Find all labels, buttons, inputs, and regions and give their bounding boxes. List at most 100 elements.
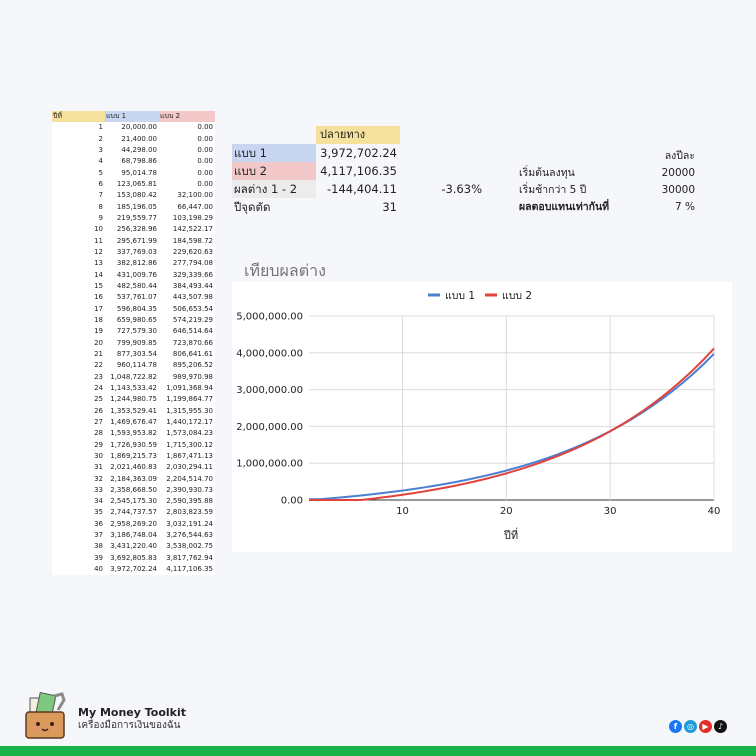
x-tick-label: 20 — [500, 506, 513, 517]
table-row: 5 95,014.78 0.00 — [52, 168, 215, 179]
plan2-cell: 0.00 — [197, 123, 213, 132]
plan2-cell: 384,493.44 — [172, 281, 213, 290]
plan2-cell: 443,507.98 — [172, 293, 213, 302]
year-cell: 34 — [94, 497, 103, 506]
plan1-cell: 337,769.03 — [116, 247, 157, 256]
table-body: 1 20,000.00 0.00 2 21,400.00 0.00 3 44,298.00 0.… — [52, 122, 215, 575]
plan1-cell: 1,869,215.73 — [110, 451, 157, 460]
year-cell: 1 — [98, 123, 103, 132]
plan2-cell: 0.00 — [197, 168, 213, 177]
plan1-cell: 3,692,805.83 — [110, 553, 157, 562]
plan1-cell: 1,469,676.47 — [110, 417, 157, 426]
year-cell: 39 — [94, 553, 103, 562]
year-cell: 36 — [94, 519, 103, 528]
chart-background — [232, 282, 732, 552]
year-cell: 29 — [94, 440, 103, 449]
plan1-cell: 799,909.85 — [116, 338, 157, 347]
y-tick-label: 2,000,000.00 — [236, 422, 303, 433]
plan1-cell: 219,559.77 — [116, 213, 157, 222]
footer-accent-bar — [0, 746, 756, 756]
plan2-value: 4,117,106.35 — [320, 164, 397, 178]
youtube-icon[interactable]: ▶ — [699, 720, 712, 733]
table-row: 16 537,761.07 443,507.98 — [52, 292, 215, 303]
year-cell: 31 — [94, 463, 103, 472]
table-row: 11 295,671.99 184,598.72 — [52, 236, 215, 247]
chart-title: เทียบผลต่าง — [244, 261, 326, 280]
year-cell: 16 — [94, 293, 103, 302]
return-rate-value: 7 % — [675, 201, 695, 213]
plan1-cell: 2,021,460.83 — [110, 463, 157, 472]
plan2-cell: 4,117,106.35 — [166, 565, 213, 574]
table-row: 30 1,869,215.73 1,867,471.13 — [52, 451, 215, 462]
year-cell: 35 — [94, 508, 103, 517]
year-cell: 38 — [94, 542, 103, 551]
year-cell: 8 — [98, 202, 103, 211]
table-row: 28 1,593,953.82 1,573,084.23 — [52, 428, 215, 439]
year-cell: 4 — [98, 157, 103, 166]
plan2-cell: 1,715,300.12 — [166, 440, 213, 449]
plan2-cell: 3,276,544.63 — [166, 531, 213, 540]
table-row: 40 3,972,702.24 4,117,106.35 — [52, 564, 215, 575]
plan1-cell: 123,065.81 — [116, 179, 157, 188]
table-row: 9 219,559.77 103,198.29 — [52, 213, 215, 224]
table-row: 4 68,798.86 0.00 — [52, 156, 215, 167]
facebook-icon[interactable]: f — [669, 720, 682, 733]
y-tick-label: 4,000,000.00 — [236, 348, 303, 359]
plan1-cell: 2,358,668.50 — [110, 485, 157, 494]
year-cell: 18 — [94, 315, 103, 324]
plan2-cell: 2,590,395.88 — [166, 497, 213, 506]
plan1-cell: 382,812.86 — [116, 259, 157, 268]
plan1-cell: 1,143,533.42 — [110, 383, 157, 392]
cutoff-label: ปีจุดตัด — [234, 200, 271, 214]
year-cell: 2 — [98, 134, 103, 143]
table-row: 7 153,080.42 32,100.00 — [52, 190, 215, 201]
year-cell: 32 — [94, 474, 103, 483]
comparison-line-chart: 0.00 1,000,000.00 2,000,000.00 3,000,000.00… — [232, 282, 732, 552]
table-row: 19 727,579.30 646,514.64 — [52, 326, 215, 337]
plan2-cell: 103,198.29 — [172, 213, 213, 222]
series-line-plan-2 — [309, 347, 715, 501]
plan2-cell: 3,032,191.24 — [166, 519, 213, 528]
year-cell: 26 — [94, 406, 103, 415]
plan1-value: 3,972,702.24 — [320, 146, 397, 160]
table-row: 29 1,726,930.59 1,715,300.12 — [52, 440, 215, 451]
table-row: 23 1,048,722.82 989,970.98 — [52, 372, 215, 383]
plan2-cell: 1,199,864.77 — [166, 395, 213, 404]
website-icon[interactable]: ◎ — [684, 720, 697, 733]
plan1-cell: 2,545,175.30 — [110, 497, 157, 506]
plan2-cell: 506,653.54 — [172, 304, 213, 313]
plan1-cell: 431,009.76 — [116, 270, 157, 279]
y-tick-label: 0.00 — [281, 496, 303, 507]
chart-axes: 0.00 1,000,000.00 2,000,000.00 3,000,000.00… — [236, 312, 720, 518]
plan1-cell: 21,400.00 — [121, 134, 157, 143]
tiktok-icon[interactable]: ♪ — [714, 720, 727, 733]
y-tick-label: 3,000,000.00 — [236, 385, 303, 396]
table-row: 1 20,000.00 0.00 — [52, 122, 215, 133]
chart-legend: แบบ 1 แบบ 2 — [428, 290, 532, 302]
table-row: 27 1,469,676.47 1,440,172.17 — [52, 417, 215, 428]
year-cell: 3 — [98, 145, 103, 154]
plan1-cell: 44,298.00 — [121, 145, 157, 154]
plan1-cell: 185,196.05 — [116, 202, 157, 211]
year-cell: 19 — [94, 327, 103, 336]
x-tick-label: 30 — [604, 506, 617, 517]
plan1-cell: 727,579.30 — [116, 327, 157, 336]
year-cell: 14 — [94, 270, 103, 279]
start-invest-label: เริ่มต้นลงทุน — [519, 167, 575, 179]
plan1-cell: 1,726,930.59 — [110, 440, 157, 449]
table-row: 33 2,358,668.50 2,390,930.73 — [52, 485, 215, 496]
plan2-cell: 3,538,002.75 — [166, 542, 213, 551]
plan1-cell: 537,761.07 — [116, 293, 157, 302]
table-row: 15 482,580.44 384,493.44 — [52, 281, 215, 292]
year-cell: 40 — [94, 565, 103, 574]
plan1-cell: 2,184,363.09 — [110, 474, 157, 483]
table-row: 26 1,353,529.41 1,315,955.30 — [52, 406, 215, 417]
plan2-cell: 723,870.66 — [172, 338, 213, 347]
legend-label-plan-1: แบบ 1 — [445, 290, 475, 302]
chart-series — [308, 347, 715, 501]
year-cell: 7 — [98, 191, 103, 200]
table-row: 2 21,400.00 0.00 — [52, 134, 215, 145]
table-row: 32 2,184,363.09 2,204,514.70 — [52, 474, 215, 485]
year-cell: 28 — [94, 429, 103, 438]
plan1-cell: 68,798.86 — [121, 157, 157, 166]
